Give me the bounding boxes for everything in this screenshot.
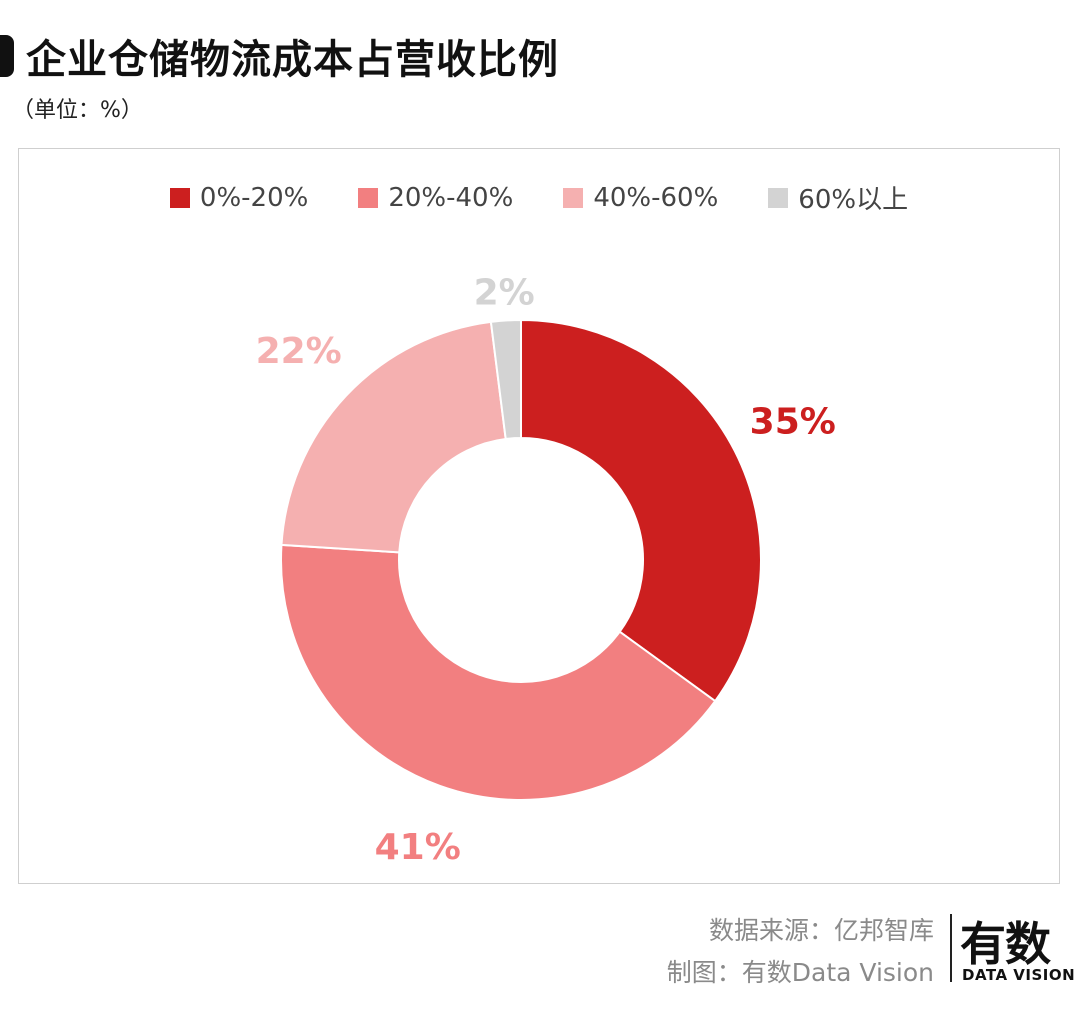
logo-divider xyxy=(950,914,952,982)
slice-0-20 xyxy=(520,318,762,703)
legend-label: 40%-60% xyxy=(593,182,719,213)
legend: 0%-20% 20%-40% 40%-60% 60%以上 xyxy=(19,179,1059,216)
legend-item-20-40: 20%-40% xyxy=(358,179,513,216)
legend-label: 60%以上 xyxy=(798,185,909,215)
legend-item-0-20: 0%-20% xyxy=(169,179,309,216)
logo-subtitle: DATA VISION xyxy=(962,966,1076,984)
legend-label: 0%-20% xyxy=(199,182,309,213)
credit-note: 制图：有数Data Vision xyxy=(666,958,934,987)
legend-swatch xyxy=(169,187,190,208)
slice-40-60 xyxy=(280,320,507,554)
legend-item-40-60: 40%-60% xyxy=(563,179,718,216)
slice-60-plus xyxy=(489,318,522,441)
chart-panel: 0%-20% 20%-40% 40%-60% 60%以上 35% 41% 22% 2% xyxy=(18,148,1060,884)
title-bar: 企业仓储物流成本占营收比例 xyxy=(0,28,559,84)
chart-title: 企业仓储物流成本占营收比例 xyxy=(26,37,559,83)
slice-20-40 xyxy=(280,543,717,801)
legend-label: 20%-40% xyxy=(388,182,514,213)
legend-swatch xyxy=(358,187,379,208)
slice-value-label: 35% xyxy=(750,402,836,443)
legend-swatch xyxy=(563,187,584,208)
unit-label: （单位：%） xyxy=(12,98,143,123)
footer: 数据来源：亿邦智库 制图：有数Data Vision xyxy=(667,910,934,994)
donut-chart: 35% 41% 22% 2% xyxy=(256,273,836,868)
logo: 有数 xyxy=(960,917,1051,971)
legend-swatch xyxy=(768,187,789,208)
legend-item-60-plus: 60%以上 xyxy=(768,179,908,216)
slice-value-label: 41% xyxy=(375,827,461,868)
source-note: 数据来源：亿邦智库 xyxy=(708,916,934,945)
slice-value-label: 2% xyxy=(474,273,535,314)
title-marker xyxy=(0,35,14,77)
slice-value-label: 22% xyxy=(256,331,342,372)
